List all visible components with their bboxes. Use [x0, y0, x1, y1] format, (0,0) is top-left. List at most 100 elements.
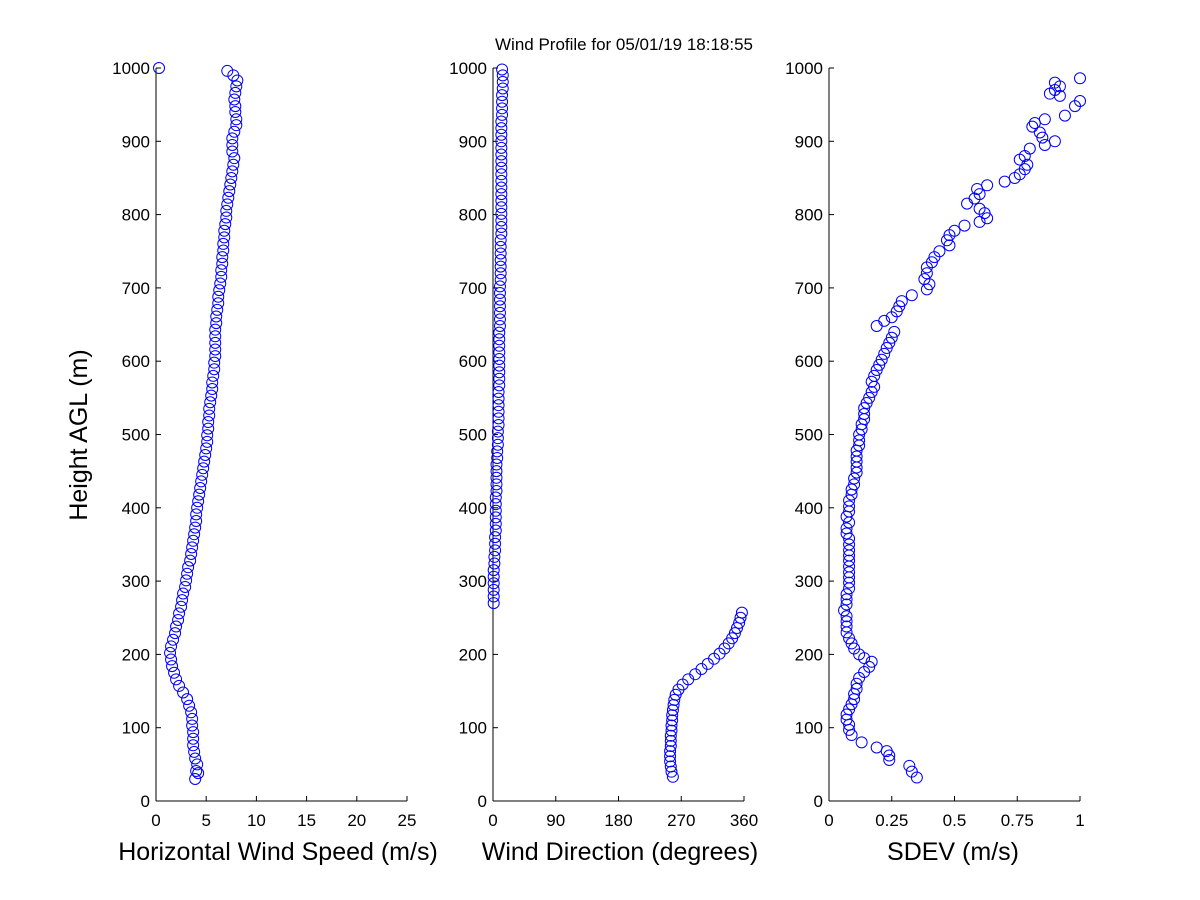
sdev-x-tick-label: 0.75: [1001, 811, 1034, 830]
speed-data-point: [188, 745, 201, 758]
sdev-data-point: [903, 759, 916, 772]
direction-data-point: [489, 524, 502, 537]
sdev-x-tick-label: 0.5: [943, 811, 967, 830]
speed-data-point: [213, 284, 226, 297]
direction-markers: [487, 63, 748, 783]
speed-data-point: [187, 726, 200, 739]
direction-data-point: [667, 698, 680, 711]
sdev-data-point: [840, 510, 853, 523]
speed-data-point: [222, 191, 235, 204]
direction-data-point: [496, 95, 509, 108]
speed-data-point: [219, 218, 232, 231]
sdev-y-tick-label: 900: [795, 132, 823, 151]
speed-data-point: [226, 165, 239, 178]
direction-data-point: [494, 254, 507, 267]
speed-y-tick-label: 400: [122, 499, 150, 518]
speed-data-point: [173, 679, 186, 692]
speed-data-point: [215, 264, 228, 277]
direction-x-tick-label: 90: [546, 811, 565, 830]
direction-data-point: [487, 590, 500, 603]
speed-data-point: [229, 100, 242, 113]
direction-data-point: [493, 313, 506, 326]
sdev-data-point: [858, 652, 871, 665]
figure-title: Wind Profile for 05/01/19 18:18:55: [495, 35, 753, 54]
sdev-data-point: [838, 604, 851, 617]
speed-data-point: [190, 764, 203, 777]
speed-data-point: [187, 739, 200, 752]
direction-data-point: [489, 504, 502, 517]
speed-data-point: [187, 534, 200, 547]
speed-y-tick-label: 800: [122, 206, 150, 225]
sdev-data-point: [1038, 113, 1051, 126]
speed-data-point: [153, 62, 166, 74]
speed-x-tick-label: 15: [297, 811, 316, 830]
speed-x-tick-label: 5: [201, 811, 210, 830]
sdev-data-point: [840, 626, 853, 639]
speed-data-point: [180, 574, 193, 587]
speed-data-point: [221, 198, 234, 211]
direction-data-point: [495, 188, 508, 201]
direction-y-tick-label: 300: [459, 572, 487, 591]
sdev-data-point: [878, 347, 891, 360]
speed-data-point: [185, 547, 198, 560]
direction-data-point: [496, 108, 509, 121]
sdev-y-tick-label: 0: [814, 792, 823, 811]
speed-data-point: [218, 231, 231, 244]
sdev-data-point: [840, 588, 853, 601]
direction-data-point: [491, 445, 504, 458]
direction-data-point: [487, 597, 500, 610]
sdev-y-tick-label: 200: [795, 645, 823, 664]
direction-data-point: [487, 577, 500, 590]
speed-y-tick-label: 600: [122, 352, 150, 371]
direction-data-point: [495, 155, 508, 168]
speed-data-point: [205, 389, 218, 402]
sdev-data-point: [1043, 87, 1056, 100]
sdev-data-point: [973, 215, 986, 228]
sdev-data-point: [1074, 72, 1086, 85]
y-axis-label: Height AGL (m): [65, 349, 93, 520]
direction-data-point: [733, 616, 746, 629]
sdev-y-tick-label: 800: [795, 206, 823, 225]
sdev-data-point: [883, 753, 896, 766]
sdev-data-point: [958, 219, 971, 232]
direction-data-point: [493, 326, 506, 339]
direction-data-point: [493, 320, 506, 333]
speed-data-point: [214, 277, 227, 290]
speed-data-point: [199, 449, 212, 462]
sdev-data-point: [845, 488, 858, 501]
speed-data-point: [209, 330, 222, 343]
direction-data-point: [487, 570, 500, 583]
speed-data-point: [187, 732, 200, 745]
sdev-data-point: [840, 610, 853, 623]
speed-data-point: [203, 402, 216, 415]
speed-data-point: [201, 429, 214, 442]
speed-data-point: [186, 541, 199, 554]
sdev-data-point: [870, 320, 883, 333]
speed-data-point: [168, 666, 181, 679]
direction-data-point: [489, 531, 502, 544]
sdev-data-point: [880, 342, 893, 355]
sdev-data-point: [1028, 116, 1041, 129]
direction-data-point: [666, 709, 679, 722]
direction-data-point: [489, 511, 502, 524]
sdev-data-point: [981, 212, 994, 225]
sdev-data-point: [843, 566, 856, 579]
direction-data-point: [487, 564, 500, 577]
speed-data-point: [215, 270, 228, 283]
direction-data-point: [490, 478, 503, 491]
sdev-data-point: [1058, 109, 1071, 122]
direction-x-tick-label: 360: [730, 811, 758, 830]
direction-data-point: [494, 260, 507, 273]
sdev-data-point: [961, 197, 974, 210]
speed-ticks: 0 5 10 15 20 25 0 100 200 300 400 500 600 700 800 900 10…: [112, 59, 416, 830]
direction-data-point: [495, 128, 508, 141]
direction-data-point: [493, 379, 506, 392]
speed-data-point: [181, 567, 194, 580]
sdev-data-point: [868, 369, 881, 382]
speed-data-point: [206, 376, 219, 389]
sdev-data-point: [850, 461, 863, 474]
direction-data-point: [496, 82, 509, 95]
direction-x-tick-label: 180: [604, 811, 632, 830]
direction-data-point: [496, 69, 509, 82]
direction-y-tick-label: 900: [459, 132, 487, 151]
